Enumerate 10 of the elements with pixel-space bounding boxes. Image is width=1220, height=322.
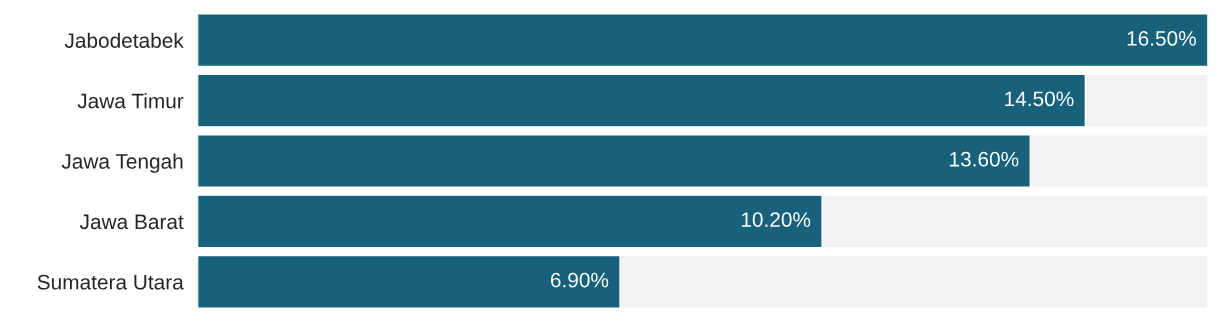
data-label: 16.50%	[1127, 31, 1196, 46]
data-label: 14.50%	[1005, 91, 1074, 107]
y-tick-label: Jawa Barat	[79, 214, 184, 230]
y-tick-label: Jabodetabek	[64, 32, 184, 48]
y-tick-label: Jawa Tengah	[61, 153, 183, 173]
data-label: 6.90%	[550, 272, 609, 288]
y-tick-label: Jawa Timur	[77, 93, 184, 109]
data-label: 13.60%	[950, 151, 1019, 167]
y-tick-label: Sumatera Utara	[37, 274, 184, 290]
data-label: 10.20%	[741, 212, 811, 227]
